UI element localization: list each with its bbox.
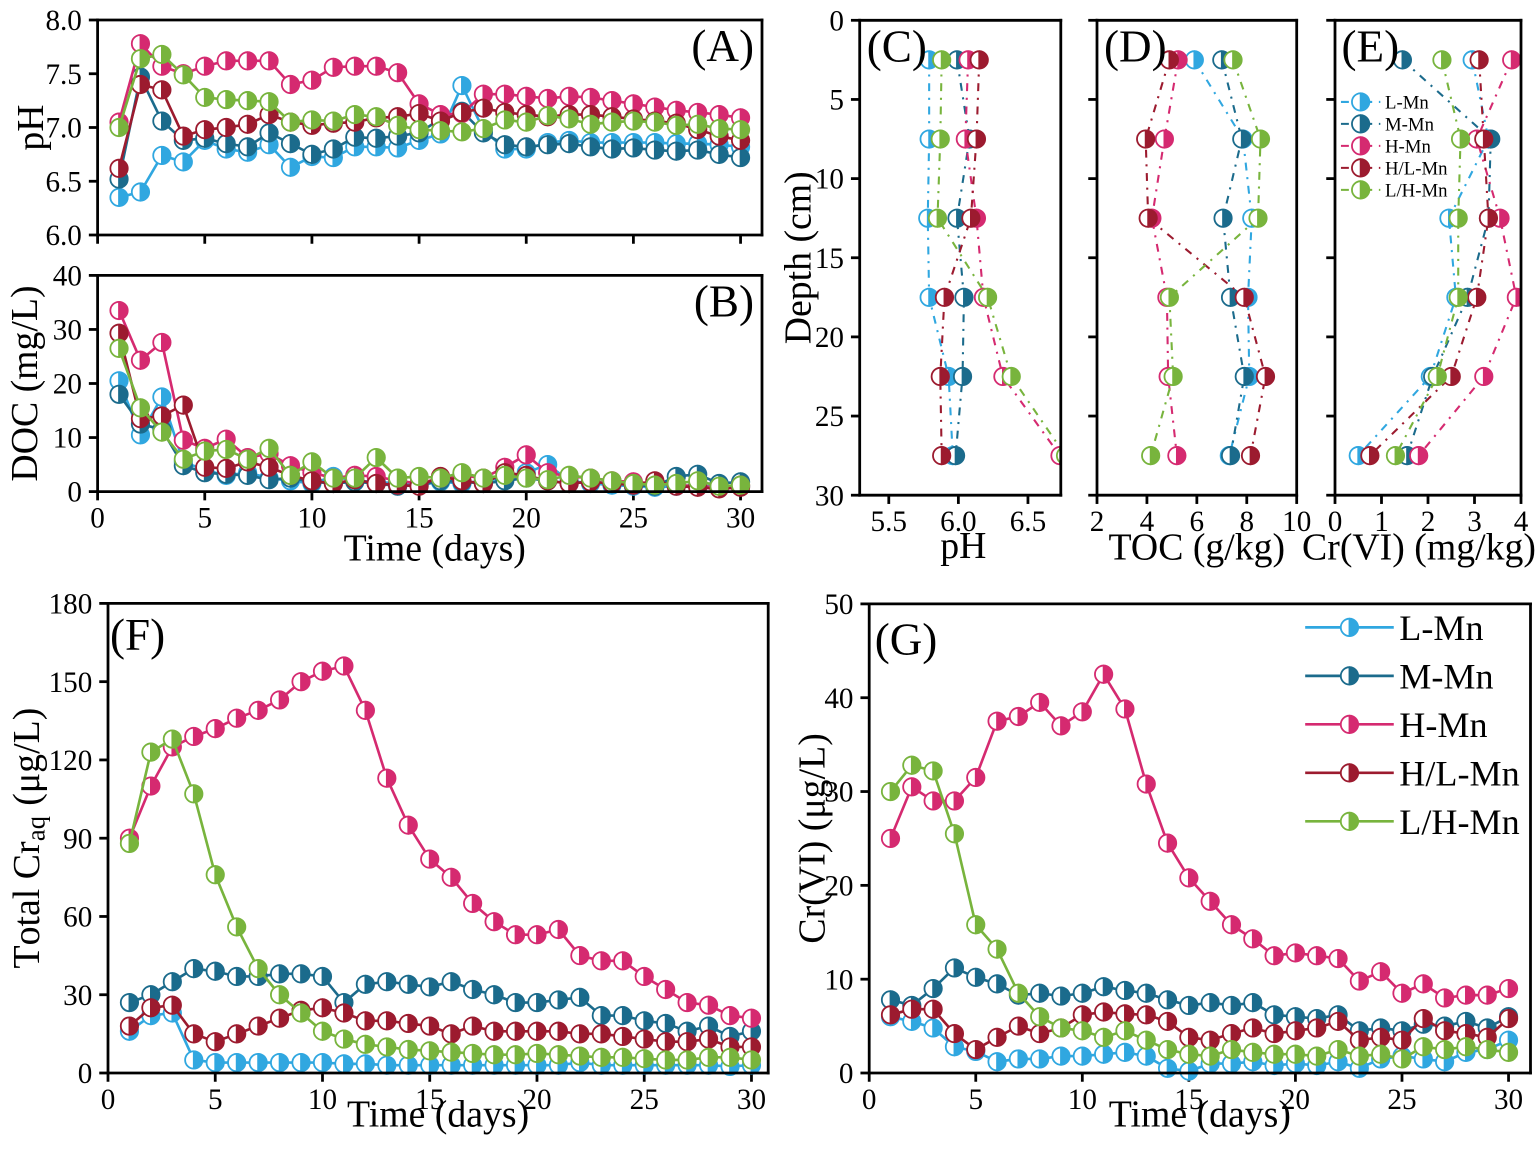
svg-text:Depth (cm): Depth (cm) xyxy=(777,171,819,344)
svg-text:M-Mn: M-Mn xyxy=(1399,657,1493,697)
svg-text:(C): (C) xyxy=(867,22,927,72)
svg-text:0: 0 xyxy=(1328,506,1343,538)
svg-text:L/H-Mn: L/H-Mn xyxy=(1399,802,1519,842)
svg-text:15: 15 xyxy=(1174,1084,1203,1116)
svg-text:10: 10 xyxy=(53,423,82,455)
svg-text:L/H-Mn: L/H-Mn xyxy=(1385,180,1448,201)
svg-text:0: 0 xyxy=(862,1084,877,1116)
svg-text:H/L-Mn: H/L-Mn xyxy=(1399,753,1519,793)
svg-text:5: 5 xyxy=(968,1084,983,1116)
svg-text:pH: pH xyxy=(940,525,986,567)
svg-text:6.5: 6.5 xyxy=(45,166,81,198)
svg-text:10: 10 xyxy=(824,964,853,996)
svg-text:40: 40 xyxy=(53,261,82,293)
svg-text:10: 10 xyxy=(1068,1084,1097,1116)
svg-text:H-Mn: H-Mn xyxy=(1399,705,1487,745)
svg-text:30: 30 xyxy=(63,980,92,1012)
svg-text:25: 25 xyxy=(1387,1084,1416,1116)
svg-text:(G): (G) xyxy=(875,614,938,664)
svg-text:7.0: 7.0 xyxy=(45,113,81,145)
svg-text:4: 4 xyxy=(1514,506,1529,538)
svg-text:5: 5 xyxy=(829,85,844,117)
svg-text:40: 40 xyxy=(824,683,853,715)
svg-text:DOC (mg/L): DOC (mg/L) xyxy=(4,285,46,481)
svg-text:pH: pH xyxy=(10,104,52,150)
svg-text:120: 120 xyxy=(49,745,93,777)
svg-text:8: 8 xyxy=(1239,506,1254,538)
svg-text:50: 50 xyxy=(824,589,853,621)
svg-text:180: 180 xyxy=(49,589,93,621)
svg-text:15: 15 xyxy=(405,503,434,535)
svg-text:1: 1 xyxy=(1374,506,1389,538)
svg-text:20: 20 xyxy=(815,322,844,354)
svg-text:0: 0 xyxy=(829,5,844,37)
svg-text:(E): (E) xyxy=(1342,22,1400,72)
svg-text:30: 30 xyxy=(815,480,844,512)
svg-text:15: 15 xyxy=(815,243,844,275)
svg-text:10: 10 xyxy=(815,164,844,196)
svg-text:2: 2 xyxy=(1090,506,1105,538)
svg-text:20: 20 xyxy=(512,503,541,535)
svg-text:6: 6 xyxy=(1190,506,1205,538)
svg-text:Cr(VI) (mg/kg): Cr(VI) (mg/kg) xyxy=(1302,527,1536,569)
svg-text:Time (days): Time (days) xyxy=(344,528,526,570)
svg-text:0: 0 xyxy=(67,477,82,509)
svg-text:25: 25 xyxy=(630,1084,659,1116)
svg-text:7.5: 7.5 xyxy=(45,59,81,91)
svg-text:5.5: 5.5 xyxy=(871,506,907,538)
svg-text:25: 25 xyxy=(815,401,844,433)
svg-text:20: 20 xyxy=(824,870,853,902)
svg-text:30: 30 xyxy=(737,1084,766,1116)
svg-text:30: 30 xyxy=(1494,1084,1523,1116)
svg-text:25: 25 xyxy=(619,503,648,535)
svg-text:M-Mn: M-Mn xyxy=(1385,114,1435,135)
svg-text:6.0: 6.0 xyxy=(940,506,976,538)
svg-text:3: 3 xyxy=(1467,506,1482,538)
svg-text:5: 5 xyxy=(197,503,212,535)
svg-text:0: 0 xyxy=(78,1058,93,1090)
svg-text:15: 15 xyxy=(415,1084,444,1116)
svg-text:(F): (F) xyxy=(110,610,165,660)
svg-text:20: 20 xyxy=(53,369,82,401)
svg-text:H/L-Mn: H/L-Mn xyxy=(1385,158,1448,179)
svg-text:6.0: 6.0 xyxy=(45,220,81,252)
svg-text:30: 30 xyxy=(53,315,82,347)
svg-text:Time (days): Time (days) xyxy=(347,1094,529,1136)
svg-text:2: 2 xyxy=(1421,506,1436,538)
svg-text:30: 30 xyxy=(726,503,755,535)
svg-text:(B): (B) xyxy=(694,276,754,326)
svg-text:C r ( V: C r ( V I ) ( μ g / L ) xyxy=(791,733,833,943)
svg-text:0: 0 xyxy=(101,1084,116,1116)
svg-text:(D): (D) xyxy=(1104,22,1167,72)
svg-text:150: 150 xyxy=(49,667,93,699)
svg-text:L-Mn: L-Mn xyxy=(1385,92,1429,113)
svg-text:10: 10 xyxy=(297,503,326,535)
svg-text:30: 30 xyxy=(824,777,853,809)
svg-text:10: 10 xyxy=(308,1084,337,1116)
svg-text:(A): (A) xyxy=(691,21,754,71)
svg-text:0: 0 xyxy=(90,503,105,535)
svg-text:8.0: 8.0 xyxy=(45,5,81,37)
svg-text:H-Mn: H-Mn xyxy=(1385,136,1431,157)
svg-text:60: 60 xyxy=(63,902,92,934)
svg-text:6.5: 6.5 xyxy=(1010,506,1046,538)
svg-text:10: 10 xyxy=(1282,506,1311,538)
svg-text:5: 5 xyxy=(208,1084,223,1116)
svg-text:0: 0 xyxy=(839,1058,854,1090)
svg-text:90: 90 xyxy=(63,823,92,855)
svg-text:TOC (g/kg): TOC (g/kg) xyxy=(1109,527,1286,569)
svg-text:20: 20 xyxy=(522,1084,551,1116)
svg-text:20: 20 xyxy=(1281,1084,1310,1116)
svg-text:L-Mn: L-Mn xyxy=(1399,608,1483,648)
svg-text:T o t a: T o t a l C r ( μ g / L ) a q xyxy=(6,702,50,968)
svg-text:4: 4 xyxy=(1140,506,1155,538)
svg-text:Time (days): Time (days) xyxy=(1109,1094,1291,1136)
